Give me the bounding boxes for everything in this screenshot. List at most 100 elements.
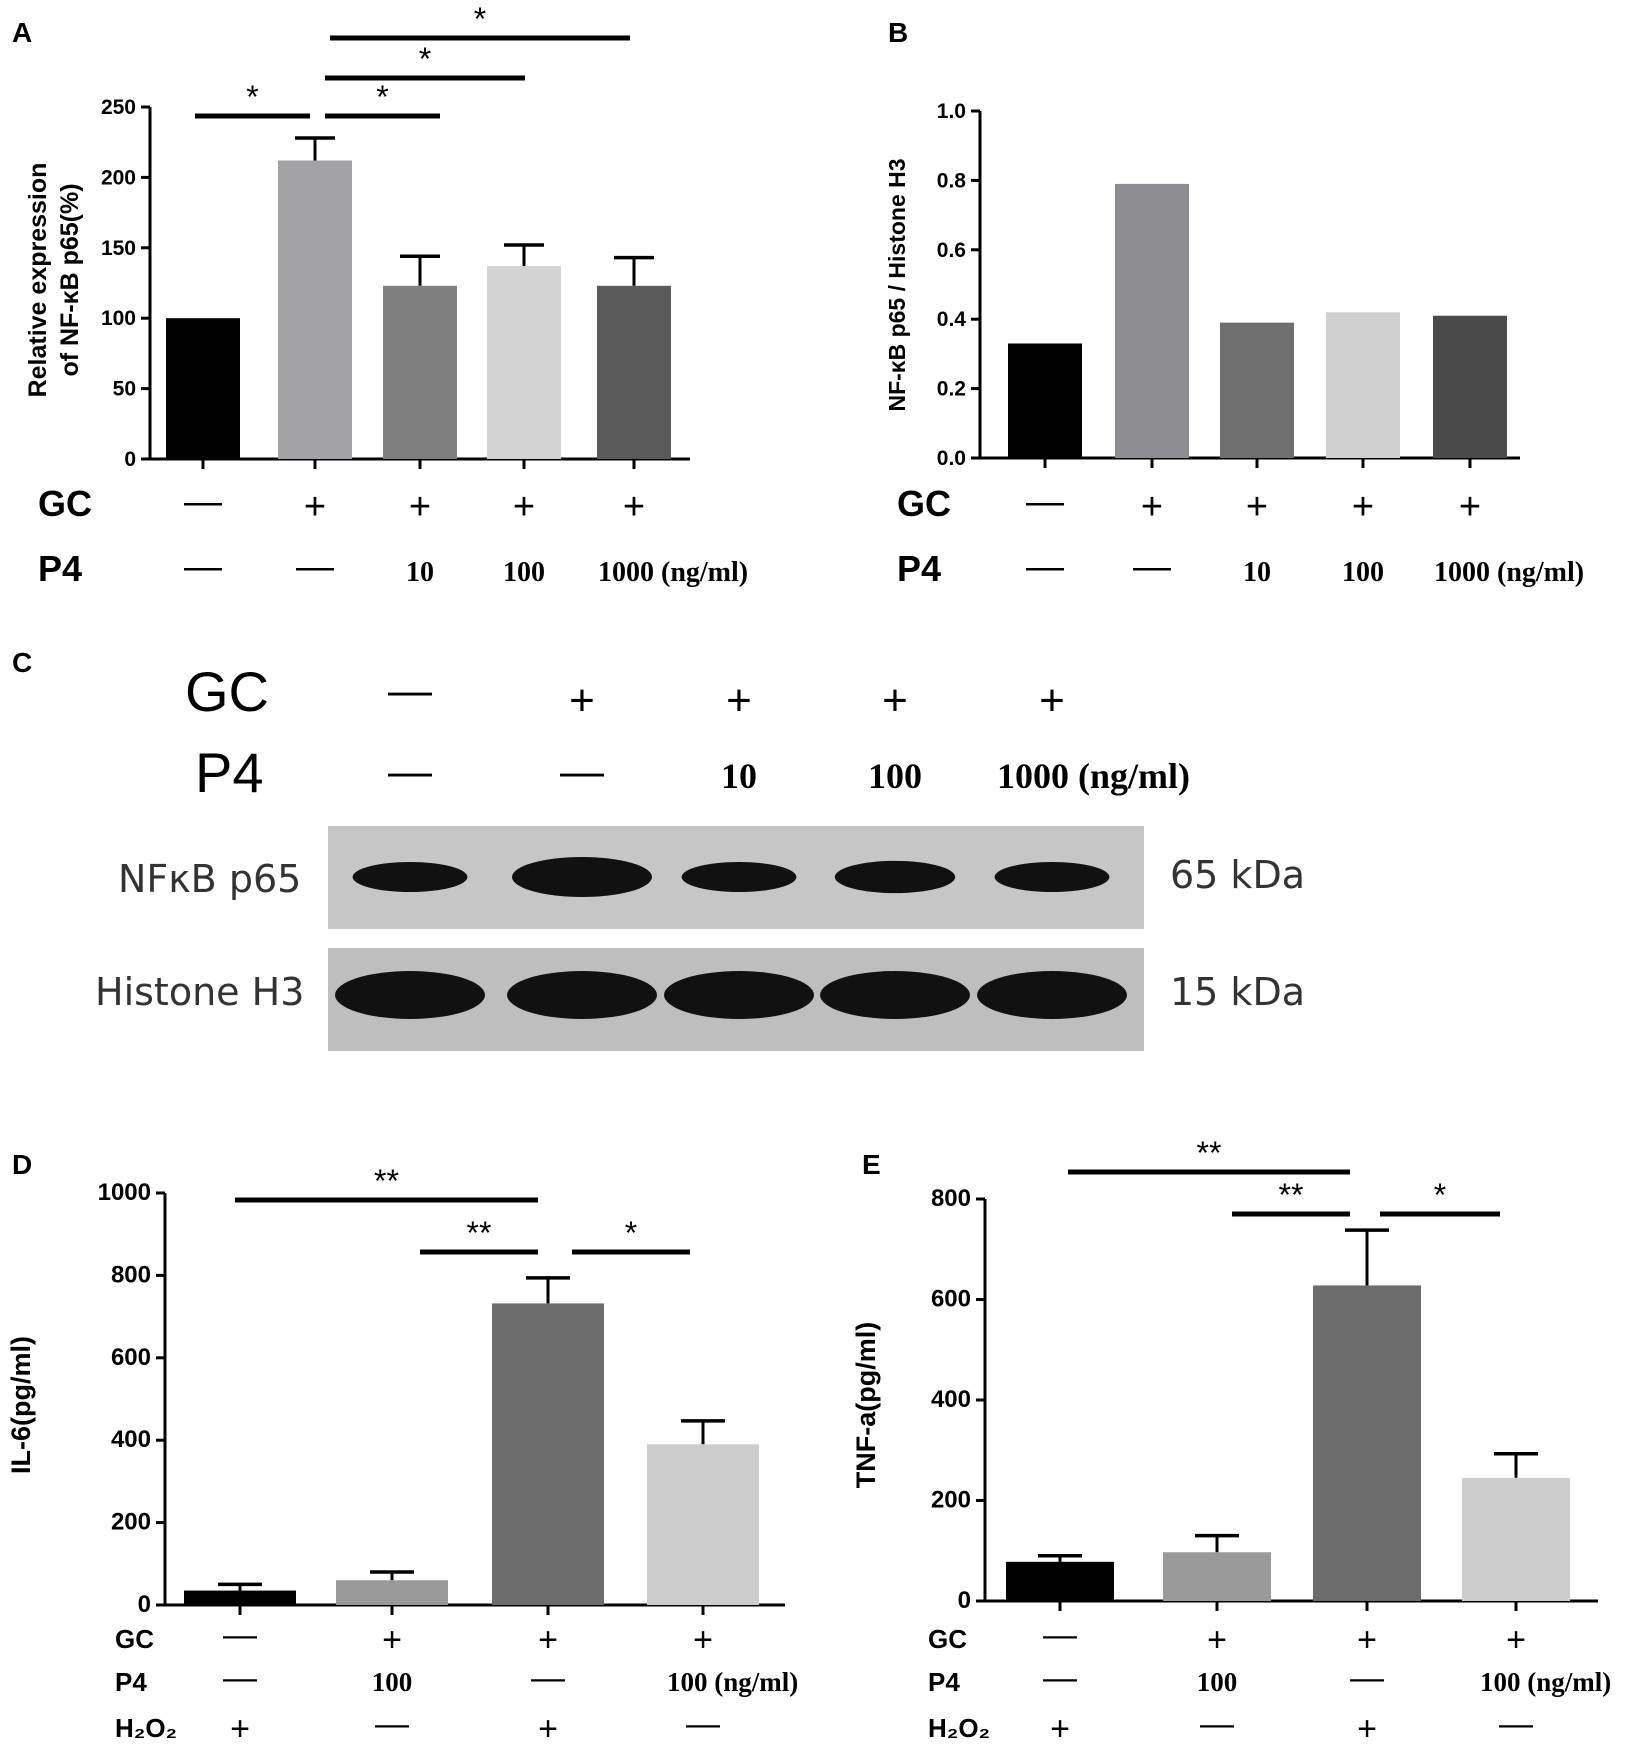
chart-d-significance-label: ** [374, 1163, 399, 1199]
blot-condition-p4-label: P4 [195, 741, 264, 804]
blot-condition-value: — [388, 747, 432, 796]
chart-e-condition-value: + [1357, 1621, 1377, 1659]
chart-e-condition-value: 100 (ng/ml) [1480, 1667, 1611, 1697]
chart-e-condition-value: + [1506, 1621, 1526, 1659]
chart-d-y-tick-label: 600 [111, 1344, 151, 1371]
chart-a-condition-value: + [304, 486, 326, 528]
chart-d-y-tick-label: 1000 [98, 1179, 151, 1206]
chart-b: 0.0 0.2 0.4 0.6 0.8 1.0 NF-κB p65 / Histone H3… [884, 100, 1584, 589]
blot-band [664, 971, 814, 1019]
chart-d-significance-label: ** [467, 1215, 492, 1251]
blot-band [834, 860, 956, 894]
chart-e-y-tick-label: 200 [931, 1487, 971, 1514]
chart-b-y-tick-label: 0.6 [937, 239, 966, 262]
panel-label-d: D [12, 1149, 32, 1180]
chart-b-condition-value: — [1133, 546, 1171, 588]
chart-a-significance-label: * [376, 79, 388, 115]
chart-a-bar [383, 285, 457, 459]
chart-a-condition-value: + [409, 486, 431, 528]
chart-e-condition-value: — [1043, 1659, 1077, 1697]
chart-b-y-tick-label: 0.0 [937, 447, 966, 470]
chart-e-significance-label: * [1434, 1177, 1446, 1213]
chart-b-condition-value: 1000 (ng/ml) [1434, 557, 1584, 588]
chart-a-bar [597, 285, 671, 459]
panel-label-b: B [888, 17, 908, 48]
panel-label-e: E [862, 1149, 881, 1180]
chart-e-condition-value: — [1200, 1705, 1234, 1743]
chart-d-condition-value: — [223, 1616, 257, 1654]
blot-condition-value: — [388, 666, 432, 715]
chart-d-condition-value: + [538, 1621, 558, 1659]
chart-e-significance-label: ** [1197, 1135, 1222, 1171]
chart-a-y-tick-label: 200 [101, 166, 136, 189]
chart-a-condition-value: 1000 (ng/ml) [598, 557, 748, 588]
chart-d-y-axis-label: IL-6(pg/ml) [6, 1336, 36, 1474]
chart-d-condition-value: + [538, 1710, 558, 1748]
chart-b-y-tick-label: 0.8 [937, 169, 967, 192]
chart-d-condition-label: P4 [115, 1667, 147, 1697]
chart-a-y-tick-label: 0 [124, 448, 136, 471]
chart-d-condition-value: + [382, 1621, 402, 1659]
chart-b-y-tick-label: 1.0 [937, 100, 966, 123]
chart-d-condition-value: + [230, 1710, 250, 1748]
chart-e-condition-value: + [1207, 1621, 1227, 1659]
chart-b-y-tick-label: 0.4 [937, 308, 967, 331]
chart-a-bar [278, 160, 352, 459]
chart-a-bar [166, 318, 240, 459]
blot-condition-value: 10 [721, 756, 757, 796]
chart-d-condition-value: — [531, 1659, 565, 1697]
chart-b-y-axis-label: NF-κB p65 / Histone H3 [884, 158, 910, 411]
blot-condition-value: 1000 (ng/ml) [997, 756, 1190, 796]
chart-b-condition-value: — [1026, 481, 1064, 523]
chart-b-condition-label: GC [897, 483, 951, 524]
chart-b-condition-label: P4 [897, 548, 941, 589]
chart-e-bar [1313, 1285, 1421, 1601]
chart-d-condition-label: H₂O₂ [115, 1713, 177, 1743]
chart-b-condition-value: 100 [1342, 557, 1384, 588]
chart-b-bar [1115, 183, 1189, 458]
chart-b-condition-value: + [1141, 486, 1163, 528]
chart-a-condition-value: + [623, 486, 645, 528]
chart-a-significance-label: * [474, 1, 486, 37]
chart-d-condition-label: GC [115, 1624, 154, 1654]
chart-e-condition-label: H₂O₂ [928, 1713, 990, 1743]
chart-b-condition-value: — [1026, 546, 1064, 588]
chart-e-bar [1163, 1552, 1271, 1601]
blot-band [507, 971, 657, 1019]
chart-b-condition-value: + [1459, 486, 1481, 528]
chart-a-condition-value: — [184, 546, 222, 588]
chart-e-condition-label: GC [928, 1624, 967, 1654]
chart-a-bar [487, 266, 561, 459]
chart-e-condition-value: + [1050, 1710, 1070, 1748]
chart-d-significance-label: * [625, 1215, 637, 1251]
chart-e-condition-value: + [1357, 1710, 1377, 1748]
chart-a-condition-value: — [184, 481, 222, 523]
blot-condition-value: + [569, 676, 595, 725]
chart-a-y-tick-label: 250 [101, 96, 136, 119]
chart-d-condition-value: — [375, 1705, 409, 1743]
chart-d-condition-value: — [686, 1705, 720, 1743]
western-blot: NFκB p65 Histone H3 65 kDa 15 kDa GC P4 … [95, 660, 1305, 1051]
chart-a-condition-value: 10 [406, 557, 434, 588]
chart-e-y-tick-label: 800 [931, 1185, 971, 1212]
blot-row-label-nfkb: NFκB p65 [118, 857, 301, 901]
chart-d-condition-value: — [223, 1659, 257, 1697]
blot-band [512, 857, 652, 897]
chart-a-condition-value: — [296, 546, 334, 588]
chart-b-y-tick-label: 0.2 [937, 378, 966, 401]
chart-e-y-tick-label: 600 [931, 1286, 971, 1313]
chart-e-condition-value: — [1350, 1659, 1384, 1697]
panel-label-a: A [12, 17, 32, 48]
chart-a-y-tick-label: 150 [101, 237, 136, 260]
chart-e-condition-value: — [1499, 1705, 1533, 1743]
chart-e-condition-value: — [1043, 1616, 1077, 1654]
chart-e-bar [1462, 1477, 1570, 1601]
chart-e-bar [1006, 1561, 1114, 1601]
chart-d-y-tick-label: 400 [111, 1426, 151, 1453]
chart-b-bar [1326, 312, 1400, 458]
blot-band [681, 861, 797, 893]
blot-condition-value: + [1039, 676, 1065, 725]
blot-band [820, 971, 970, 1019]
